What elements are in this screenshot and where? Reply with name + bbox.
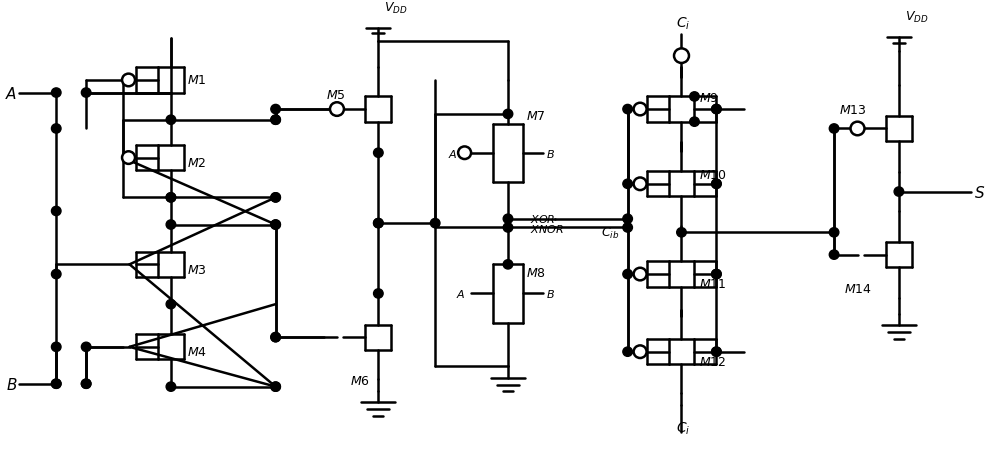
Circle shape (712, 270, 721, 279)
Circle shape (271, 333, 280, 342)
Text: $M5$: $M5$ (326, 89, 346, 102)
Text: $XNOR$: $XNOR$ (530, 223, 564, 235)
Text: $M12$: $M12$ (699, 355, 727, 368)
Circle shape (374, 219, 383, 228)
Circle shape (51, 270, 61, 279)
Circle shape (51, 125, 61, 134)
Circle shape (829, 250, 839, 260)
Circle shape (690, 118, 699, 127)
Circle shape (503, 260, 513, 269)
Circle shape (623, 180, 632, 189)
Circle shape (623, 215, 632, 224)
Circle shape (712, 180, 721, 189)
Text: $V_{DD}$: $V_{DD}$ (905, 10, 928, 25)
Text: $XOR$: $XOR$ (530, 212, 555, 224)
Circle shape (634, 346, 647, 358)
Circle shape (712, 347, 721, 357)
Circle shape (503, 223, 513, 233)
Text: $A$: $A$ (5, 86, 17, 101)
Circle shape (51, 207, 61, 216)
Circle shape (712, 105, 721, 115)
Text: $M13$: $M13$ (839, 103, 867, 116)
Circle shape (829, 125, 839, 134)
Circle shape (503, 215, 513, 224)
Circle shape (430, 219, 440, 228)
Circle shape (829, 228, 839, 238)
Text: $M4$: $M4$ (187, 345, 207, 359)
Text: $M10$: $M10$ (699, 168, 727, 181)
Text: $M14$: $M14$ (844, 283, 872, 295)
Text: $C_i$: $C_i$ (676, 16, 691, 32)
Circle shape (166, 382, 176, 391)
Circle shape (271, 382, 280, 391)
Text: $M8$: $M8$ (526, 266, 546, 279)
Circle shape (374, 149, 383, 158)
Circle shape (623, 223, 632, 233)
Text: $S$: $S$ (974, 184, 985, 200)
Circle shape (674, 49, 689, 64)
Circle shape (271, 220, 280, 230)
Circle shape (166, 300, 176, 309)
Circle shape (894, 187, 904, 197)
Circle shape (374, 289, 383, 298)
Circle shape (271, 220, 280, 230)
Text: $M6$: $M6$ (350, 374, 370, 388)
Circle shape (51, 379, 61, 389)
Circle shape (81, 343, 91, 352)
Circle shape (81, 89, 91, 98)
Circle shape (166, 220, 176, 230)
Circle shape (458, 147, 471, 160)
Circle shape (271, 116, 280, 125)
Circle shape (712, 347, 721, 357)
Circle shape (271, 116, 280, 125)
Circle shape (374, 219, 383, 228)
Text: $B$: $B$ (6, 376, 17, 392)
Circle shape (51, 343, 61, 352)
Text: $V_{DD}$: $V_{DD}$ (384, 0, 408, 15)
Text: $A$: $A$ (456, 288, 465, 300)
Text: $B$: $B$ (546, 288, 555, 300)
Text: $M9$: $M9$ (699, 92, 719, 105)
Circle shape (623, 270, 632, 279)
Text: $A$: $A$ (448, 147, 457, 159)
Text: $M7$: $M7$ (526, 110, 546, 123)
Circle shape (122, 75, 135, 87)
Circle shape (503, 110, 513, 119)
Circle shape (271, 382, 280, 391)
Circle shape (51, 89, 61, 98)
Text: $M11$: $M11$ (699, 278, 727, 291)
Circle shape (166, 193, 176, 202)
Text: $M2$: $M2$ (187, 157, 206, 170)
Text: $M1$: $M1$ (187, 74, 206, 87)
Text: $C_i$: $C_i$ (676, 420, 691, 436)
Circle shape (81, 379, 91, 389)
Circle shape (851, 122, 864, 136)
Circle shape (712, 180, 721, 189)
Circle shape (271, 193, 280, 202)
Circle shape (677, 228, 686, 238)
Circle shape (690, 92, 699, 102)
Circle shape (634, 104, 647, 116)
Circle shape (271, 333, 280, 342)
Text: $B$: $B$ (546, 147, 555, 159)
Circle shape (271, 193, 280, 202)
Circle shape (166, 116, 176, 125)
Circle shape (271, 105, 280, 115)
Text: $C_{ib}$: $C_{ib}$ (601, 225, 620, 240)
Circle shape (634, 268, 647, 281)
Circle shape (712, 270, 721, 279)
Circle shape (712, 105, 721, 115)
Circle shape (122, 152, 135, 165)
Text: $M3$: $M3$ (187, 263, 207, 276)
Circle shape (623, 347, 632, 357)
Circle shape (166, 193, 176, 202)
Circle shape (81, 379, 91, 389)
Circle shape (634, 178, 647, 191)
Circle shape (623, 105, 632, 115)
Circle shape (330, 103, 344, 116)
Circle shape (51, 379, 61, 389)
